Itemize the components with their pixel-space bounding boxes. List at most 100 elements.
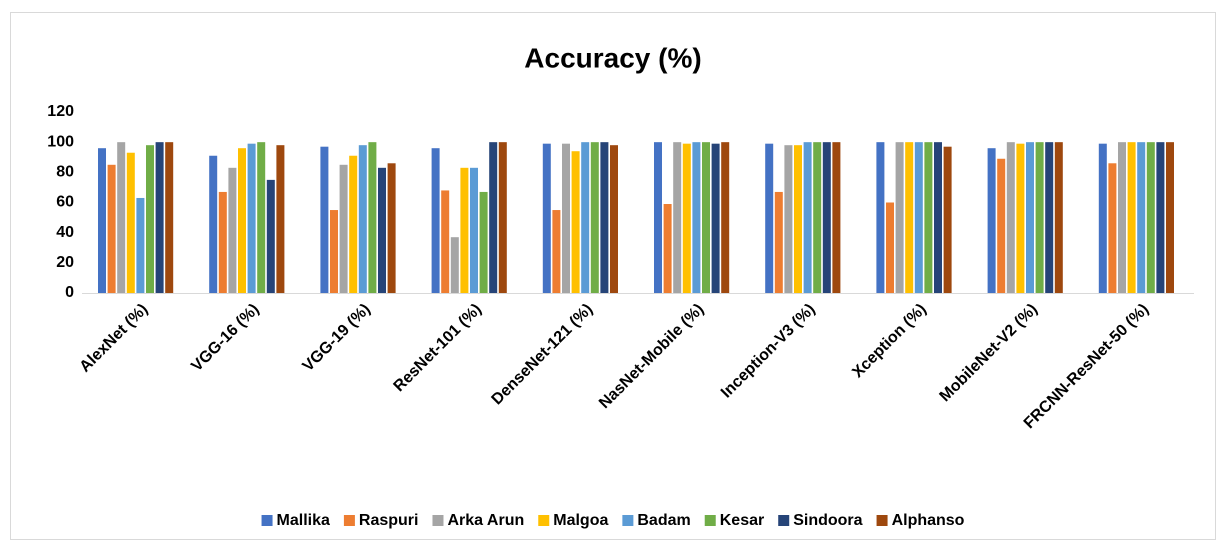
bar [682,143,691,293]
legend-swatch [538,515,550,526]
bar [1098,143,1107,293]
bar [924,142,933,293]
bar [997,158,1006,293]
bar [654,142,662,293]
bar [774,191,783,293]
bar [663,204,672,293]
bar [136,197,145,293]
bar [943,146,952,293]
bar [895,142,904,293]
legend-label: Sindoora [793,512,862,529]
bar [562,143,570,293]
legend-swatch [261,515,273,526]
bar [552,210,561,293]
legend-label: Arka Arun [447,512,524,529]
bar [914,142,923,293]
bar [876,142,885,293]
legend-label: Badam [637,512,690,529]
bar [765,143,774,293]
legend-label: Alphanso [892,512,965,529]
bar [813,142,822,293]
bar [209,155,218,293]
bar [673,142,682,293]
bar [98,148,106,293]
bar [832,142,841,293]
legend: Mallika Raspuri Arka Arun Malgoa Badam Kesar S… [261,512,965,529]
y-tick-label: 20 [56,254,74,271]
bar [702,142,710,293]
bar [498,142,507,293]
bar [934,142,942,293]
bar [247,143,256,293]
bar [721,142,730,293]
bar [692,142,701,293]
bar [886,202,894,293]
legend-swatch [432,515,444,526]
y-tick-label: 0 [65,284,74,301]
bar [1016,143,1025,293]
bar [784,145,793,293]
bar [146,145,154,293]
bar [711,143,720,293]
legend-swatch [704,515,716,526]
bar [155,142,164,293]
bar [460,167,469,293]
chart-title: Accuracy (%) [524,42,701,73]
bar [590,142,599,293]
bar [1006,142,1015,293]
legend-swatch [343,515,355,526]
bar [1127,142,1136,293]
legend-label: Mallika [277,512,330,529]
bar [1035,142,1044,293]
bar [387,163,396,293]
bar [320,146,329,293]
bar [542,143,551,293]
bar [257,142,266,293]
y-tick-label: 120 [47,103,74,120]
y-tick-label: 100 [47,133,74,150]
bar [266,179,275,293]
bar [1054,142,1063,293]
legend-swatch [778,515,790,526]
bar [1045,142,1054,293]
bar [431,148,440,293]
bar [987,148,996,293]
bar [822,142,831,293]
legend-label: Raspuri [359,512,419,529]
bar [1118,142,1126,293]
bar [165,142,174,293]
bar [479,191,488,293]
bar [600,142,609,293]
bar [378,167,386,293]
bar [450,237,459,293]
bar [218,191,227,293]
bar [905,142,914,293]
bar [339,164,348,293]
bar [1137,142,1146,293]
legend-swatch [622,515,634,526]
bar [581,142,590,293]
bar [349,155,358,293]
bar [441,190,450,293]
bar [330,210,338,293]
y-tick-label: 60 [56,194,74,211]
bar [470,167,478,293]
bar [1166,142,1174,293]
bar [107,164,116,293]
bar [794,145,802,293]
bar [1146,142,1155,293]
bar [1108,163,1117,293]
legend-label: Malgoa [553,512,608,529]
bar [368,142,377,293]
bar [1156,142,1165,293]
bar [1026,142,1034,293]
bar [489,142,498,293]
bar [358,145,367,293]
y-tick-label: 40 [56,224,74,241]
bar [610,145,618,293]
legend-swatch [876,515,888,526]
bar [571,151,580,293]
legend-label: Kesar [720,512,764,529]
bar [228,167,237,293]
